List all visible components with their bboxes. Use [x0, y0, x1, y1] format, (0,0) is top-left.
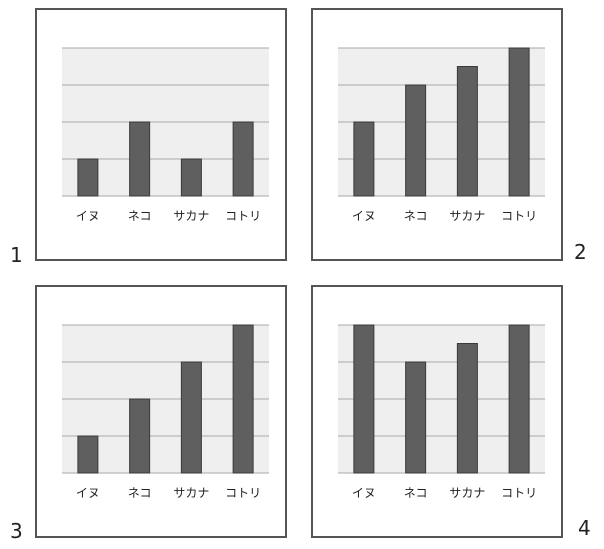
x-tick-label: ネコ — [128, 486, 152, 500]
chart-panel-2: イヌ ネコ サカナ コトリ — [311, 8, 563, 261]
bar-chart-2: イヌ ネコ サカナ コトリ — [338, 47, 545, 223]
bar-2 — [405, 84, 427, 197]
chart-panel-3: イヌ ネコ サカナ コトリ — [35, 285, 287, 538]
x-tick-label: イヌ — [352, 486, 376, 500]
bar-3 — [180, 158, 202, 197]
x-tick-label: ネコ — [128, 209, 152, 223]
bar-1 — [353, 121, 375, 197]
x-tick-label: コトリ — [225, 486, 261, 500]
x-tick-label: コトリ — [501, 486, 537, 500]
bar-2 — [129, 398, 151, 474]
panel-number-1: 1 — [10, 243, 23, 267]
x-tick-label: サカナ — [173, 209, 209, 223]
x-tick-label: ネコ — [404, 209, 428, 223]
bar-2 — [129, 121, 151, 197]
panel-number-3: 3 — [10, 519, 23, 543]
bar-3 — [180, 361, 202, 474]
chart-panel-4: イヌ ネコ サカナ コトリ — [311, 285, 563, 538]
panel-number-2: 2 — [574, 240, 587, 264]
chart-panel-1: イヌ ネコ サカナ コトリ — [35, 8, 287, 261]
panel-number-4: 4 — [578, 516, 591, 540]
x-tick-label: コトリ — [225, 209, 261, 223]
x-tick-label: イヌ — [352, 209, 376, 223]
x-tick-label: サカナ — [449, 486, 485, 500]
bar-2 — [405, 361, 427, 474]
bar-3 — [456, 343, 478, 474]
x-tick-label: コトリ — [501, 209, 537, 223]
bar-4 — [508, 324, 530, 474]
bar-chart-1: イヌ ネコ サカナ コトリ — [62, 47, 269, 223]
bar-1 — [77, 435, 99, 474]
bar-3 — [456, 66, 478, 197]
x-tick-label: サカナ — [449, 209, 485, 223]
bar-4 — [232, 324, 254, 474]
bar-chart-3: イヌ ネコ サカナ コトリ — [62, 324, 269, 500]
x-tick-label: サカナ — [173, 486, 209, 500]
bar-chart-4: イヌ ネコ サカナ コトリ — [338, 324, 545, 500]
bar-1 — [77, 158, 99, 197]
bar-4 — [232, 121, 254, 197]
x-tick-label: ネコ — [404, 486, 428, 500]
x-tick-label: イヌ — [76, 486, 100, 500]
bar-4 — [508, 47, 530, 197]
x-tick-label: イヌ — [76, 209, 100, 223]
bar-1 — [353, 324, 375, 474]
